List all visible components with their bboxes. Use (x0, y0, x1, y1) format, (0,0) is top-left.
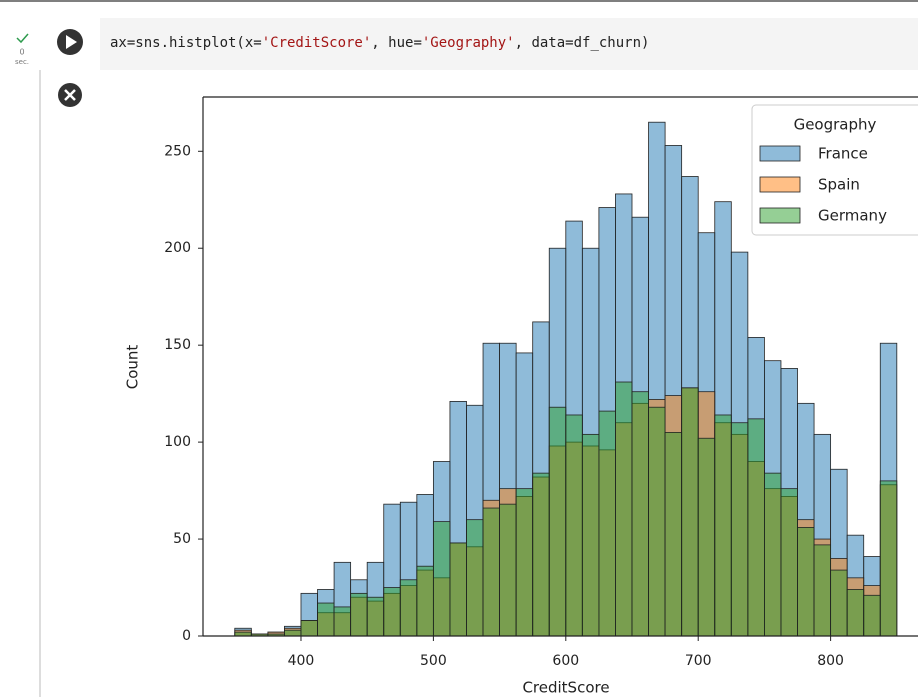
histogram-bar (416, 565, 434, 636)
histogram-bar (548, 406, 567, 636)
run-icon (66, 35, 77, 49)
histogram-bar (780, 488, 798, 636)
exec-unit: sec. (15, 58, 29, 66)
plot-area (234, 121, 898, 636)
histogram-bar (499, 503, 517, 636)
histogram-bar (383, 587, 401, 636)
code-line: ax=sns.histplot(x='CreditScore', hue='Ge… (110, 35, 649, 51)
x-tick-label: 400 (288, 653, 315, 669)
histogram-bar (714, 414, 732, 636)
histogram-bar (697, 437, 716, 636)
exec-seconds: 0 (19, 48, 24, 57)
code-string: 'CreditScore' (262, 35, 372, 51)
histogram-bar (466, 519, 484, 636)
y-tick-label: 100 (164, 434, 191, 450)
histogram-bar (581, 433, 600, 636)
code-area (100, 18, 918, 70)
histogram-bar (598, 410, 616, 636)
histogram-bar (482, 507, 500, 636)
y-tick-label: 50 (173, 531, 191, 547)
histogram-bar (797, 527, 815, 636)
histogram-bar (863, 594, 881, 636)
histogram-bar (565, 414, 583, 636)
histogram-bar (300, 620, 318, 636)
histogram-bar (366, 596, 385, 636)
legend-title: Geography (794, 116, 877, 134)
histogram-bar (317, 602, 335, 636)
histogram-bar (879, 480, 898, 636)
y-tick-label: 0 (182, 628, 191, 644)
code-token: , data=df_churn) (515, 35, 650, 51)
x-axis-label: CreditScore (522, 679, 609, 697)
histogram-bar (764, 472, 782, 636)
legend-label: Germany (818, 207, 887, 225)
y-tick-label: 200 (164, 240, 191, 256)
legend-label: Spain (818, 176, 860, 194)
y-tick-label: 150 (164, 337, 191, 353)
code-string: 'Geography' (422, 35, 515, 51)
x-tick-label: 500 (420, 653, 447, 669)
histogram-bar (432, 521, 451, 636)
histogram-bar (615, 381, 633, 636)
histogram-bar (648, 406, 666, 636)
legend-label: France (818, 145, 868, 163)
y-tick-label: 250 (164, 143, 191, 159)
histogram-bar (284, 629, 302, 636)
histogram-bar (515, 488, 534, 636)
histogram-bar (399, 579, 418, 636)
histogram-bar (681, 387, 699, 636)
x-tick-label: 700 (685, 653, 712, 669)
code-token: , hue= (371, 35, 422, 51)
histogram-bar (846, 589, 865, 636)
histogram-bar (813, 544, 832, 636)
histogram-bar (333, 606, 352, 636)
code-token: ax=sns.histplot(x= (110, 35, 262, 51)
x-tick-label: 600 (552, 653, 579, 669)
histogram-bar (350, 592, 368, 636)
x-tick-label: 800 (817, 653, 844, 669)
histogram-bar (664, 432, 683, 636)
legend-box (751, 104, 918, 236)
histogram-bar (631, 391, 649, 636)
histogram-bar (532, 472, 550, 636)
success-check (16, 33, 29, 44)
histogram-bar (747, 418, 765, 636)
legend-swatch (759, 176, 801, 193)
histogram-bar (730, 422, 749, 636)
legend-swatch (759, 207, 801, 224)
y-axis-label: Count (124, 345, 142, 390)
legend-swatch (759, 145, 801, 162)
histogram-bar (830, 569, 848, 636)
clear-icon (64, 89, 76, 101)
histogram-bar (449, 542, 467, 636)
